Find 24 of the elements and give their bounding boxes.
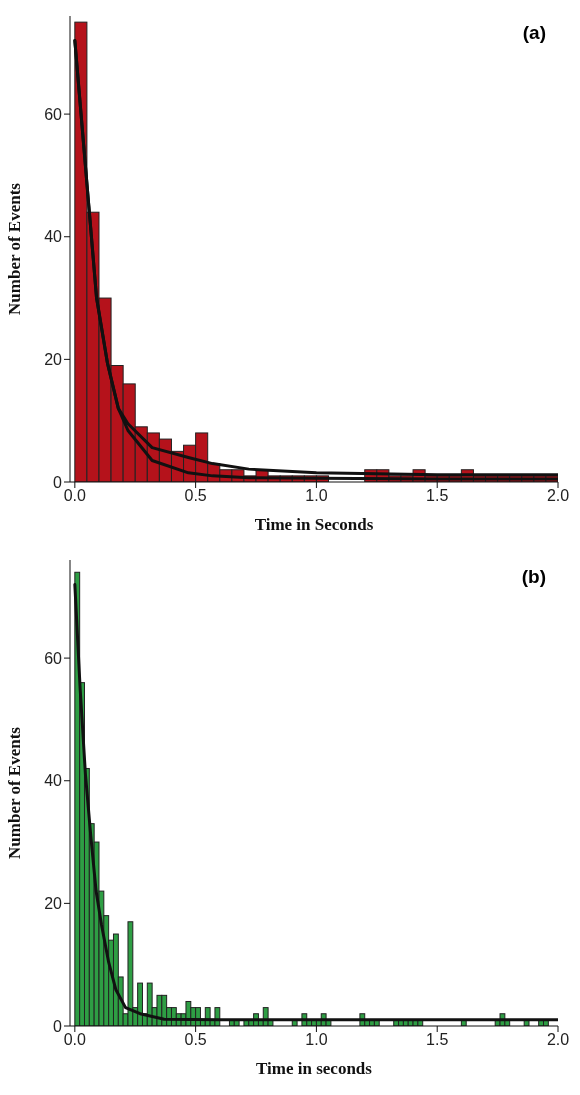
x-tick-label: 1.5 <box>426 1031 449 1049</box>
x-tick-label: 0.5 <box>184 487 207 505</box>
x-tick-label: 2.0 <box>546 1031 570 1049</box>
y-tick-label: 60 <box>44 105 63 123</box>
y-tick-label: 40 <box>44 228 63 246</box>
x-axis-title: Time in seconds <box>256 1059 373 1078</box>
x-tick-label: 2.0 <box>546 487 570 505</box>
x-tick-label: 1.0 <box>305 487 328 505</box>
y-tick-label: 20 <box>44 351 63 369</box>
chart-title: (a) <box>522 22 546 44</box>
chart-title: (b) <box>521 566 546 588</box>
y-tick-label: 0 <box>53 473 63 491</box>
y-tick-label: 60 <box>44 649 63 667</box>
x-tick-label: 0.5 <box>184 1031 207 1049</box>
x-tick-label: 0.0 <box>63 1031 87 1049</box>
y-axis-title: Number of Events <box>5 726 25 859</box>
y-axis-title: Number of Events <box>5 182 25 315</box>
x-tick-label: 0.0 <box>63 487 87 505</box>
y-tick-label: 20 <box>44 895 63 913</box>
y-tick-label: 40 <box>44 772 63 790</box>
x-tick-label: 1.5 <box>426 487 449 505</box>
x-tick-label: 1.0 <box>305 1031 328 1049</box>
x-axis-title: Time in Seconds <box>254 515 374 534</box>
y-tick-label: 0 <box>53 1017 63 1035</box>
